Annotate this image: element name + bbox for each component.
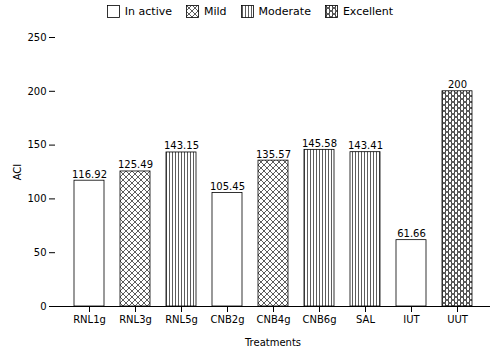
svg-text:100: 100 <box>27 193 46 204</box>
html-text:Excellent: Excellent <box>342 5 394 18</box>
svg-text:CNB2g: CNB2g <box>210 314 244 325</box>
svg-text:RNL1g: RNL1g <box>73 314 106 325</box>
svg-text:116.92: 116.92 <box>72 169 107 180</box>
svg-text:145.58: 145.58 <box>302 138 337 149</box>
svg-text:125.49: 125.49 <box>118 159 153 170</box>
svg-text:143.41: 143.41 <box>348 140 383 151</box>
svg-text:SAL: SAL <box>356 314 375 325</box>
html-text:Moderate: Moderate <box>258 5 311 18</box>
svg-text:50: 50 <box>34 247 47 258</box>
svg-text:135.57: 135.57 <box>256 149 291 160</box>
svg-text:ACI: ACI <box>12 164 23 181</box>
html-text:Mild: Mild <box>204 5 227 18</box>
svg-text:UUT: UUT <box>447 314 469 325</box>
svg-text:250: 250 <box>27 32 46 43</box>
svg-text:0: 0 <box>40 301 46 312</box>
svg-text:143.15: 143.15 <box>164 140 199 151</box>
svg-text:IUT: IUT <box>403 314 420 325</box>
svg-text:150: 150 <box>27 139 46 150</box>
svg-text:CNB4g: CNB4g <box>256 314 290 325</box>
svg-text:61.66: 61.66 <box>397 228 426 239</box>
svg-text:Treatments: Treatments <box>244 337 301 348</box>
html-text:In active: In active <box>124 5 172 18</box>
svg-text:105.45: 105.45 <box>210 181 245 192</box>
svg-text:RNL5g: RNL5g <box>165 314 198 325</box>
svg-text:CNB6g: CNB6g <box>302 314 336 325</box>
svg-text:200: 200 <box>448 79 467 90</box>
svg-text:200: 200 <box>27 86 46 97</box>
svg-text:RNL3g: RNL3g <box>119 314 152 325</box>
